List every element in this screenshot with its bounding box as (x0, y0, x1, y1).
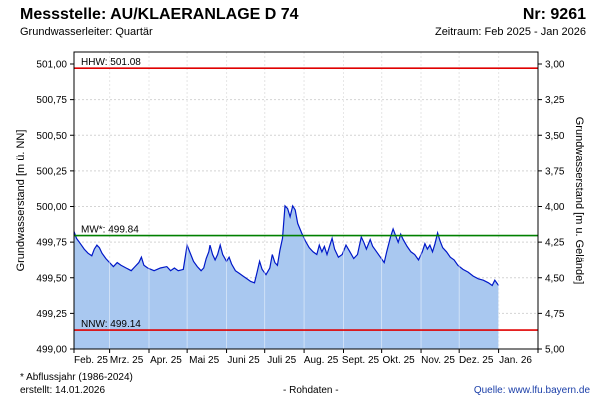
plot-frame (73, 51, 539, 350)
y-right-tick-label: 4,25 (545, 238, 565, 249)
footnote: * Abflussjahr (1986-2024) (20, 372, 133, 383)
aquifer-label: Grundwasserleiter: Quartär (20, 26, 153, 38)
y-tick-label: 500,50 (36, 131, 67, 142)
station-number: Nr: 9261 (522, 6, 586, 23)
y-right-tick-label: 4,75 (545, 309, 565, 320)
x-tick-label: Mai 25 (189, 355, 219, 366)
y-right-tick-label: 5,00 (545, 345, 565, 356)
groundwater-area (74, 205, 499, 349)
raw-data-label: - Rohdaten - (283, 385, 339, 396)
y-tick-label: 499,75 (36, 238, 67, 249)
groundwater-line (73, 204, 500, 287)
x-tick-label: Juli 25 (267, 355, 296, 366)
y-tick-label: 501,00 (36, 60, 67, 71)
y-right-axis-title: Grundwasserstand [m u. Gelände] (573, 117, 585, 285)
y-right-tick-label: 3,25 (545, 95, 565, 106)
y-tick-label: 500,00 (36, 202, 67, 213)
period-label: Zeitraum: Feb 2025 - Jan 2026 (434, 26, 586, 38)
x-tick-label: Aug. 25 (304, 355, 339, 366)
y-right-tick-label: 4,00 (545, 202, 565, 213)
x-tick-label: Dez. 25 (459, 355, 494, 366)
x-tick-label: Apr. 25 (150, 355, 182, 366)
y-tick-label: 499,25 (36, 309, 67, 320)
x-tick-label: Nov. 25 (421, 355, 455, 366)
x-tick-label: Jan. 26 (499, 355, 532, 366)
y-right-tick-label: 3,50 (545, 131, 565, 142)
source-link[interactable]: Quelle: www.lfu.bayern.de (473, 385, 590, 396)
x-tick-label: Okt. 25 (383, 355, 416, 366)
x-tick-label: Mrz. 25 (110, 355, 144, 366)
reference-line-label: MW*: 499.84 (81, 225, 139, 236)
x-tick-label: Feb. 25 (74, 355, 108, 366)
y-axis-title: Grundwasserstand [m ü. NN] (15, 130, 27, 272)
created-date: erstellt: 14.01.2026 (20, 385, 106, 396)
reference-line-label: NNW: 499.14 (81, 319, 141, 330)
y-tick-label: 499,50 (36, 273, 67, 284)
reference-line-label: HHW: 501.08 (81, 57, 141, 68)
y-right-tick-label: 3,75 (545, 166, 565, 177)
y-right-tick-label: 3,00 (545, 60, 565, 71)
y-right-tick-label: 4,50 (545, 273, 565, 284)
y-tick-label: 499,00 (36, 345, 67, 356)
x-tick-label: Sept. 25 (342, 355, 380, 366)
y-tick-label: 500,75 (36, 95, 67, 106)
chart-title: Messstelle: AU/KLAERANLAGE D 74 (20, 6, 299, 23)
x-tick-label: Juni 25 (227, 355, 260, 366)
y-tick-label: 500,25 (36, 166, 67, 177)
